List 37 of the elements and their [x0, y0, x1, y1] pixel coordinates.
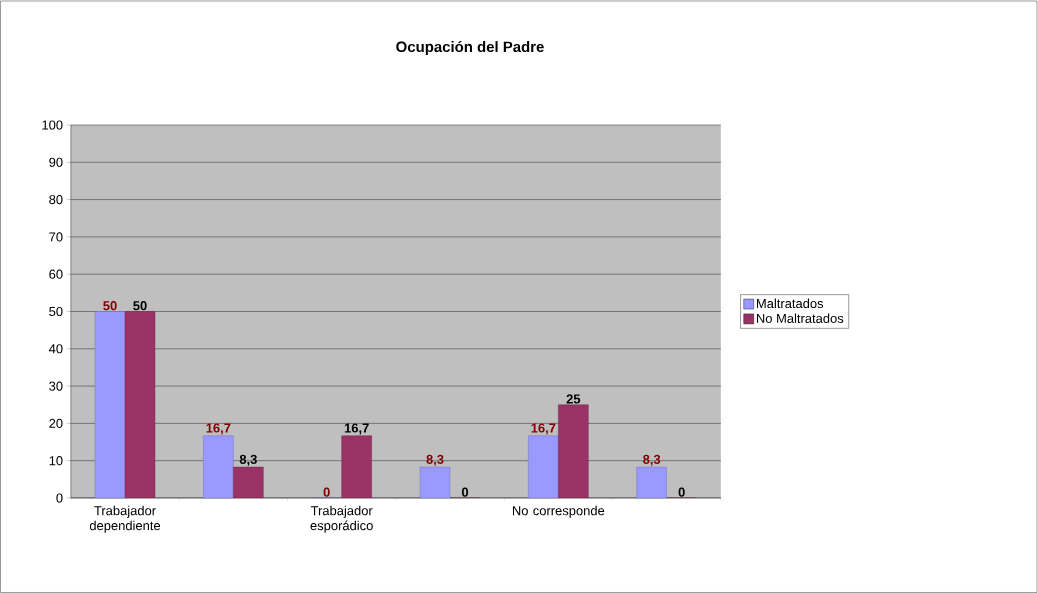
data-label: 50 — [103, 301, 117, 311]
data-label: 8,3 — [643, 454, 661, 466]
legend-label: No Maltratados — [756, 313, 844, 323]
data-label: 16,7 — [344, 423, 369, 435]
bar — [558, 404, 589, 498]
y-tick-label: 30 — [49, 381, 63, 391]
data-label: 8,3 — [426, 454, 444, 466]
x-tick-label: Trabajador esporádico — [310, 505, 373, 533]
y-tick-label: 10 — [49, 456, 63, 466]
y-tick-label: 60 — [49, 269, 63, 279]
y-tick-label: 40 — [48, 344, 63, 354]
y-tick-label: 80 — [49, 195, 63, 205]
bar — [233, 466, 264, 498]
data-label: 0 — [678, 487, 685, 497]
data-label: 0 — [323, 487, 330, 497]
data-label: 0 — [461, 487, 469, 497]
y-tick-label: 0 — [56, 493, 63, 503]
data-label: 16,7 — [531, 423, 556, 435]
data-label: 16,7 — [206, 423, 231, 435]
y-tick-label: 100 — [42, 120, 63, 130]
bar — [203, 435, 234, 498]
data-label: 8,3 — [239, 454, 257, 466]
bar — [341, 435, 372, 498]
legend-label: Maltratados — [756, 298, 824, 309]
x-tick-label: No corresponde — [512, 505, 605, 518]
bar — [94, 311, 126, 498]
y-tick-label: 90 — [49, 157, 63, 167]
data-label: 50 — [133, 301, 147, 311]
x-tick-label: Trabajador dependiente — [89, 505, 161, 533]
y-tick-label: 70 — [49, 232, 63, 242]
data-label: 25 — [566, 394, 581, 404]
y-tick-label: 50 — [49, 306, 63, 317]
chart-title: Ocupación del Padre — [396, 40, 544, 56]
bar — [124, 311, 156, 498]
y-tick-label: 20 — [49, 418, 63, 428]
bar — [636, 466, 667, 498]
bar — [528, 435, 559, 498]
